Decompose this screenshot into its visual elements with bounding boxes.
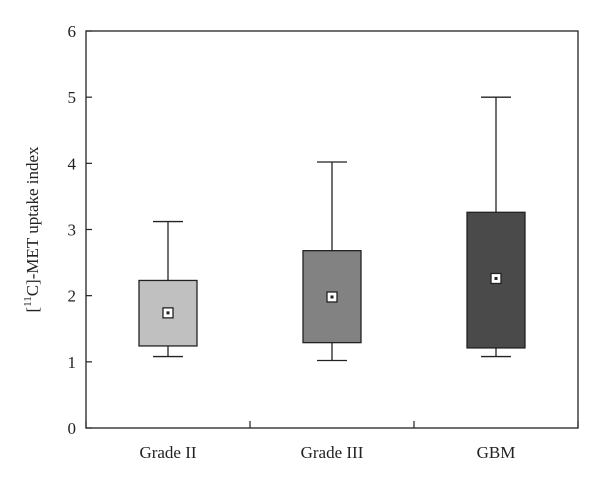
x-axis: Grade II Grade III GBM: [85, 421, 579, 462]
y-axis-label-post: C]-MET uptake index: [23, 146, 42, 296]
y-tick-label: 2: [68, 287, 77, 306]
x-tick-label: Grade II: [139, 443, 196, 462]
x-tick-label: Grade III: [301, 443, 364, 462]
mean-marker-dot: [494, 276, 498, 280]
y-axis-label: [11C]-MET uptake index: [22, 146, 42, 313]
y-tick-label: 5: [68, 88, 77, 107]
y-axis-label-sup: 11: [22, 296, 34, 307]
box-grade-iii: [302, 161, 362, 362]
y-axis: 0 1 2 3 4 5 6: [68, 22, 92, 438]
y-tick-label: 1: [68, 353, 77, 372]
y-tick-label: 0: [68, 419, 77, 438]
box-gbm: [466, 96, 526, 358]
y-tick-label: 6: [68, 22, 77, 41]
mean-marker-dot: [330, 295, 334, 299]
y-axis-label-pre: [: [23, 307, 42, 313]
x-tick-label: GBM: [477, 443, 516, 462]
boxes: [138, 96, 526, 362]
y-tick-label: 3: [68, 221, 77, 240]
iqr-box: [302, 250, 362, 344]
y-tick-label: 4: [68, 154, 77, 173]
mean-marker-dot: [166, 311, 170, 315]
box-grade-ii: [138, 220, 198, 358]
